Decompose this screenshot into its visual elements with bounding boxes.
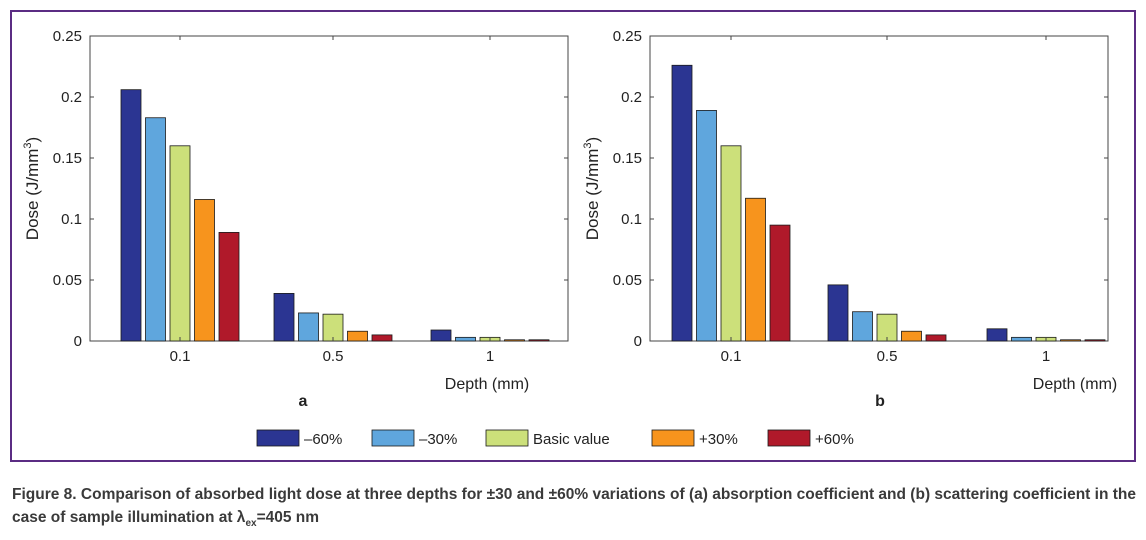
panel-a-bar [371,334,393,342]
legend-swatch [651,429,695,447]
panel-a-xaxis-label: Depth (mm) [445,376,529,393]
panel-b-bar [1011,336,1032,342]
caption-lead: Figure 8. Comparison of absorbed light d… [12,486,1136,526]
panel-a-bar [169,145,191,342]
panel-b-yaxis-label: Dose (J/mm3) [582,137,602,240]
panel-b-bar [876,313,898,342]
panel-b-bar [720,145,742,342]
legend-swatch [767,429,811,447]
panel-b-ytick-label: 0.1 [621,211,642,228]
panel-b-bar [745,197,766,342]
panel-b-bar [696,110,717,342]
panel-b-bar [986,328,1008,342]
yaxis-label-superscript: 3 [22,142,34,148]
panel-a-bar [298,312,319,342]
legend-swatch [485,429,529,447]
panel-a-letter: a [299,393,308,410]
panel-a-ytick-label: 0.05 [53,272,82,289]
panel-b-bar [671,64,693,342]
panel-a-yaxis-label: Dose (J/mm3) [22,137,42,240]
panel-a-bar [528,339,550,342]
panel-b-plot-box [649,35,1109,342]
legend-swatch [371,429,415,447]
panel-a-ytick-label: 0.1 [61,211,82,228]
panel-a-ytick-label: 0 [74,333,82,350]
figure-caption: Figure 8. Comparison of absorbed light d… [12,483,1136,529]
panel-a-ytick-label: 0.25 [53,28,82,45]
panel-a-bar [194,199,215,342]
yaxis-label-end: ) [583,137,602,143]
panel-a-bar [347,330,368,342]
panel-b-letter: b [875,393,885,410]
panel-a-bar [430,329,452,342]
panel-a-bar [322,313,344,342]
panel-b-xaxis-label: Depth (mm) [1033,376,1117,393]
panel-a-xtick-label: 1 [486,348,494,365]
panel-b-bar [901,330,922,342]
panel-a-ytick-label: 0.2 [61,89,82,106]
caption-subscript: ex [245,518,257,530]
panel-b-ytick-label: 0.25 [613,28,642,45]
panel-b-bar [1084,339,1106,342]
legend-label: –60% [304,431,342,448]
legend-label: +30% [699,431,738,448]
panel-a-bar [218,232,240,342]
caption-tail: =405 nm [256,509,320,526]
panel-b-ytick-label: 0.05 [613,272,642,289]
panel-b-bar [852,311,873,342]
panel-a-bar [504,339,525,342]
figure-frame: 0 0.05 0.1 0.15 0.2 0.25 0.1 0.5 1 Depth (mm) Dose… [10,10,1136,462]
panel-b-xtick-label: 0.1 [721,348,742,365]
panel-b-xtick-label: 0.5 [877,348,898,365]
panel-b-bar [925,334,947,342]
yaxis-label-superscript: 3 [582,142,594,148]
yaxis-label-main: Dose (J/mm [583,149,602,241]
panel-b-bar [1060,339,1081,342]
panel-a-bar [120,89,142,342]
panel-b-ytick-label: 0.2 [621,89,642,106]
panel-a-bar [455,336,476,342]
panel-a-bar [273,293,295,342]
panel-b-bar [769,224,791,342]
panel-b-ytick-label: 0.15 [613,150,642,167]
legend-label: +60% [815,431,854,448]
panel-b-ytick-label: 0 [634,333,642,350]
yaxis-label-end: ) [23,137,42,143]
panel-a-ytick-label: 0.15 [53,150,82,167]
panel-b-xtick-label: 1 [1042,348,1050,365]
legend-label: –30% [419,431,457,448]
panel-b-bar [827,284,849,342]
yaxis-label-main: Dose (J/mm [23,149,42,241]
panel-a-bar [145,117,166,342]
legend-swatch [256,429,300,447]
panel-a-xtick-label: 0.5 [323,348,344,365]
charts-svg: 0 0.05 0.1 0.15 0.2 0.25 0.1 0.5 1 Depth (mm) Dose… [22,28,1117,448]
legend-label: Basic value [533,431,610,448]
panel-a-xtick-label: 0.1 [170,348,191,365]
